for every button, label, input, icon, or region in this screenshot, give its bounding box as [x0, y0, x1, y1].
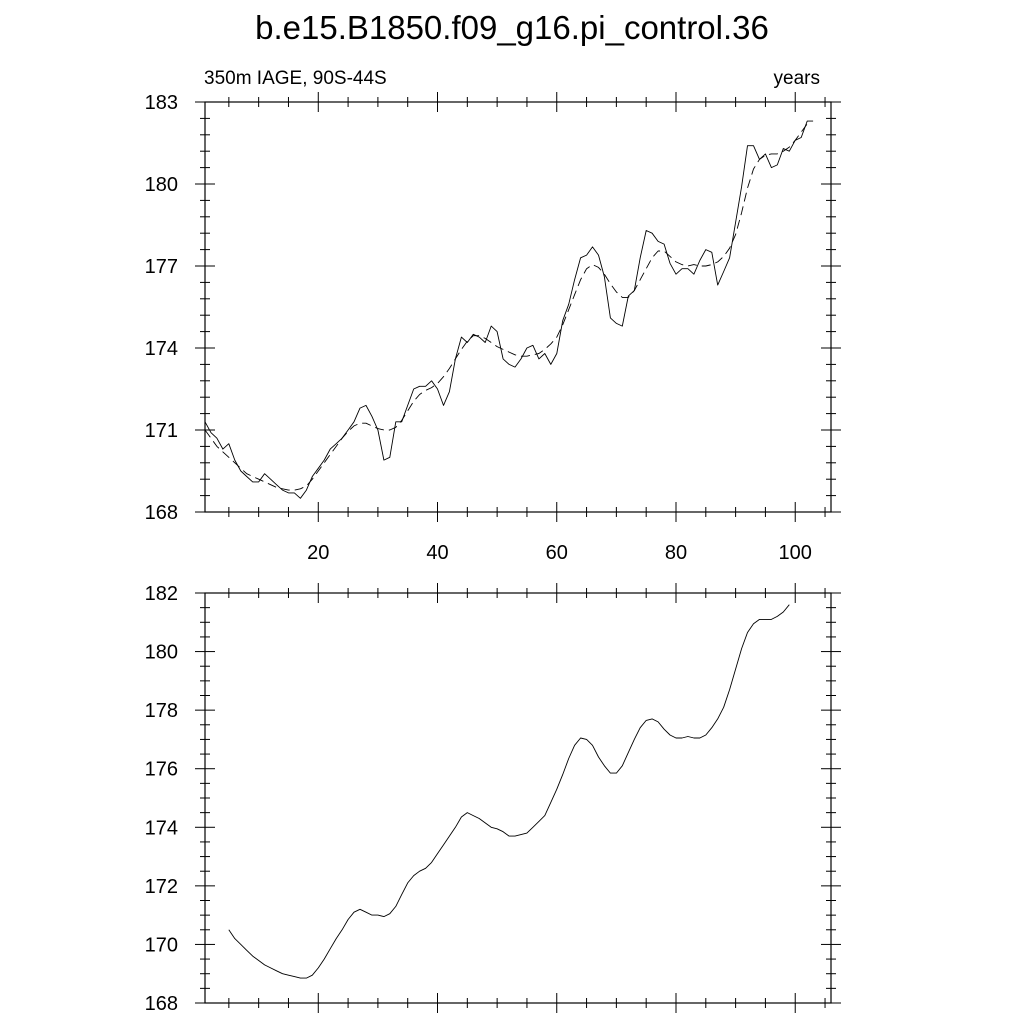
y-tick-label: 182: [145, 583, 178, 605]
y-tick-label: 171: [145, 420, 178, 442]
y-tick-label: 168: [145, 993, 178, 1015]
chart-title: b.e15.B1850.f09_g16.pi_control.36: [255, 9, 769, 46]
y-tick-label: 174: [145, 817, 178, 839]
top-panel-subtitle-left: 350m IAGE, 90S-44S: [204, 68, 387, 89]
y-tick-label: 178: [145, 700, 178, 722]
y-tick-label: 180: [145, 642, 178, 664]
y-tick-label: 177: [145, 256, 178, 278]
y-tick-label: 168: [145, 502, 178, 524]
x-tick-label: 80: [665, 542, 687, 564]
x-tick-label: 20: [307, 542, 329, 564]
bottom-panel: 168 170 172 174 176 178 180 182: [145, 583, 841, 1015]
x-tick-label: 40: [426, 542, 448, 564]
series-line-solid: [228, 604, 790, 979]
x-tick-label: 60: [546, 542, 568, 564]
y-tick-label: 176: [145, 759, 178, 781]
plot-frame: [204, 592, 832, 1004]
y-tick-label: 180: [145, 174, 178, 196]
x-tick-label: 100: [779, 542, 812, 564]
y-tick-label: 172: [145, 876, 178, 898]
top-panel: 350m IAGE, 90S-44S years 20 40 60 80 100 168 1…: [145, 68, 841, 564]
y-tick-label: 170: [145, 934, 178, 956]
plot-frame: [204, 101, 832, 513]
series-line-dashed: [204, 123, 808, 491]
series-line-solid: [204, 120, 814, 499]
y-tick-label: 183: [145, 92, 178, 114]
top-panel-subtitle-right: years: [774, 68, 820, 89]
y-tick-label: 174: [145, 338, 178, 360]
